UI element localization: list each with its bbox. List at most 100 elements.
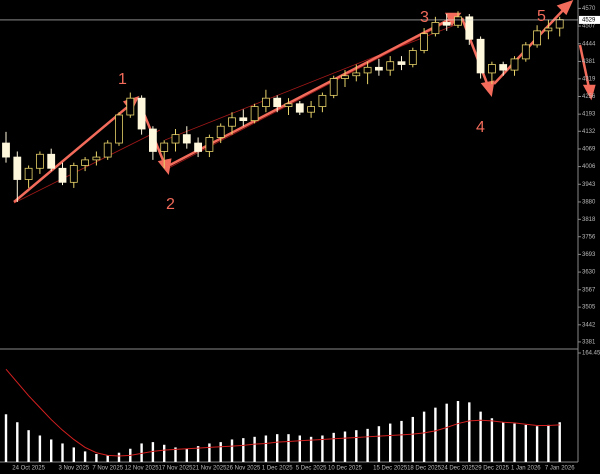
bar [456,401,460,462]
bar [163,444,166,462]
candle-body [544,27,553,32]
x-tick-label: 12 Nov 2025 [125,466,160,472]
candle-body [454,16,462,26]
candle-body [386,61,395,71]
y-tick-label: 4256 [582,94,596,100]
bar [332,432,335,462]
x-tick-label: 29 Dec 2025 [475,466,510,472]
bar [377,426,381,462]
candle-body [24,167,33,180]
bar [242,438,245,462]
bar [230,439,234,462]
candle-body [239,117,248,122]
bar [411,416,414,462]
annotation: 2 [166,196,175,213]
candle-body [295,103,304,113]
candle-body [250,106,259,122]
bar [343,431,347,462]
current-price-label: 4529 [582,17,596,23]
candle-body [148,128,157,152]
bar [287,434,290,462]
bar [389,423,392,462]
candle-body [228,117,236,127]
candle-body [103,142,112,158]
bar [196,446,200,462]
candle-body [487,64,496,74]
bar [321,435,324,462]
candle-body [182,134,191,144]
bar [4,414,8,462]
x-tick-label: 10 Dec 2025 [328,466,363,472]
y-tick-label: 4444 [582,41,596,47]
candle-body [160,142,169,152]
x-tick-label: 26 Nov 2025 [226,466,261,472]
candle-body [273,97,282,107]
y-tick-label: 3505 [582,305,596,311]
bar [219,442,222,462]
candle-body [81,159,89,166]
candle-body [318,94,327,107]
y-tick-label: 3381 [582,339,596,345]
bar [355,430,358,462]
candle-body [374,66,383,71]
x-tick-label: 1 Dec 2025 [262,466,293,472]
candle-body [442,22,451,26]
x-tick-label: 5 Dec 2025 [296,466,327,472]
candle-body [420,33,429,51]
bar [468,402,471,462]
annotation: 3 [420,9,429,26]
candle-body [465,16,474,40]
y-tick-label: 4319 [582,76,596,82]
x-tick-label: 3 Nov 2025 [58,466,89,472]
candle-body [352,72,361,77]
x-tick-label: 17 Nov 2025 [158,466,193,472]
candle-body [555,19,564,29]
bar [174,447,177,462]
x-tick-label: 7 Nov 2025 [92,466,123,472]
bar [106,455,109,462]
bar [298,435,301,462]
bar [140,443,143,462]
y-tick-label: 3442 [582,322,596,328]
candle-body [216,125,225,138]
bar [490,418,494,462]
x-tick-label: 18 Dec 2025 [407,466,442,472]
candle-body [126,97,135,116]
bar [502,422,505,462]
bar [151,442,155,462]
annotation: 4 [476,119,485,136]
bar [83,451,87,462]
candle-body [2,142,10,158]
x-tick-label: 15 Dec 2025 [373,466,408,472]
bar [185,448,188,462]
bar [208,443,211,462]
candle-body [533,30,541,46]
y-tick-label: 4193 [582,112,596,118]
candle-body [363,66,372,74]
bar [264,435,268,462]
bar [400,420,403,462]
candle-body [341,75,349,79]
candle-body [521,44,530,60]
candle-body [408,50,417,65]
y-tick-label: 3630 [582,270,596,276]
bar [27,430,30,462]
bar [558,422,561,462]
y-tick-label: 4570 [582,6,596,12]
bar [535,426,539,462]
x-tick-label: 1 Jan 2026 [511,466,541,472]
candle-body [431,22,440,35]
candle-body [171,134,180,144]
y-tick-label: 4507 [582,24,596,30]
bar [513,423,516,462]
candle-body [58,167,67,183]
candle-body [510,58,519,71]
bar [434,407,437,462]
bar [50,439,53,462]
y-tick-label: 3818 [582,217,596,223]
y-tick-label: 4069 [582,147,596,153]
candle-body [194,142,203,152]
bar [479,411,482,462]
bar [16,422,19,462]
